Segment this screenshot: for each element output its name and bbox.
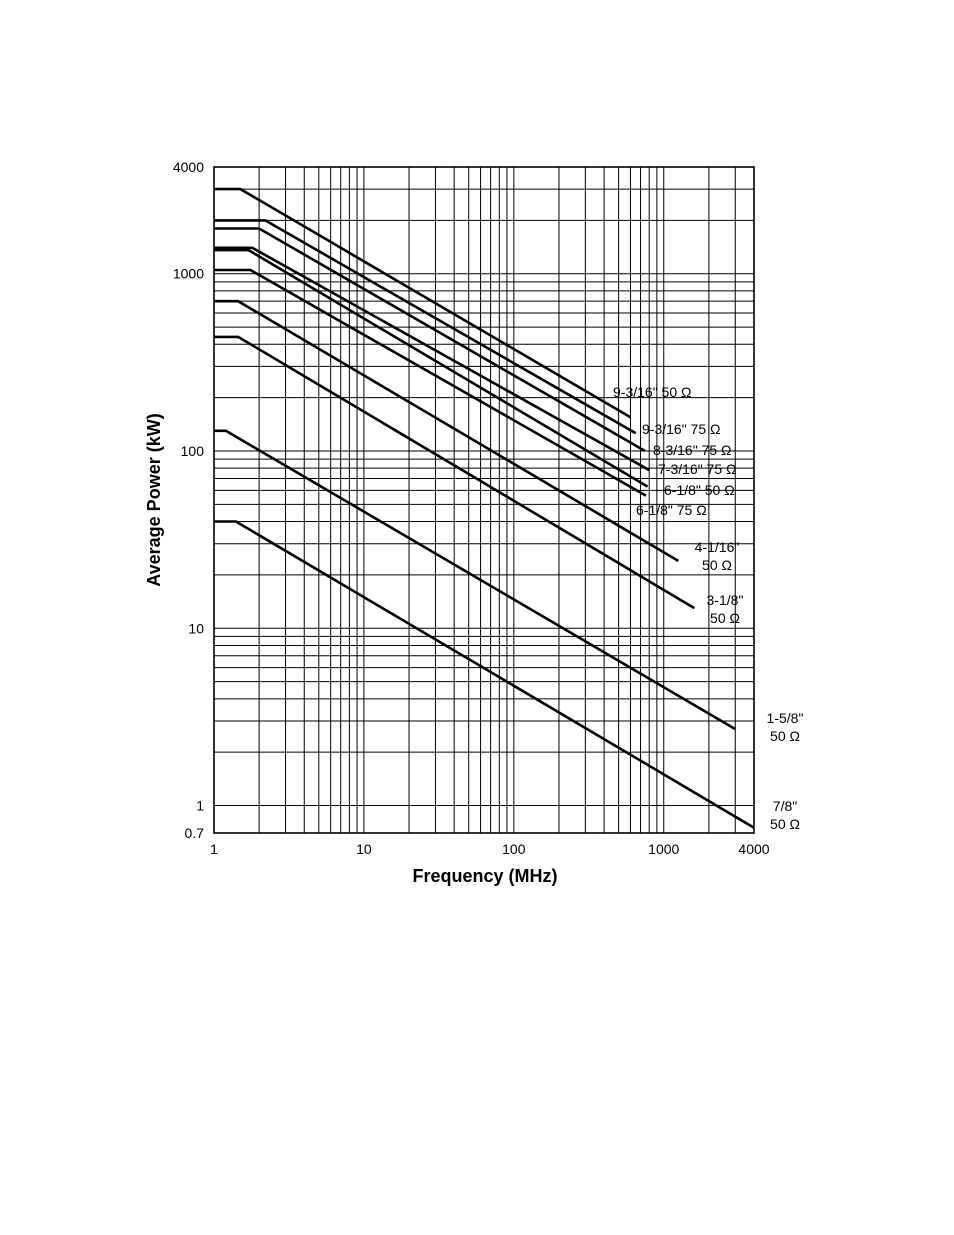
series-label: 7/8" — [773, 798, 797, 814]
grid — [213, 166, 755, 834]
series-label: 50 Ω — [770, 728, 800, 744]
y-tick-label: 0.7 — [185, 825, 205, 841]
series-lines — [214, 187, 755, 829]
series-line — [214, 219, 637, 435]
y-tick-label: 100 — [181, 443, 205, 459]
series-line — [214, 268, 647, 497]
x-tick-label: 1000 — [648, 841, 679, 857]
plot-frame — [213, 166, 755, 834]
y-tick-label: 4000 — [173, 159, 204, 175]
x-tick-label: 100 — [502, 841, 526, 857]
series-label: 4-1/16" — [695, 539, 740, 555]
series-label: 9-3/16" 75 Ω — [642, 421, 720, 437]
y-tick-label: 1 — [196, 798, 204, 814]
series-line — [214, 187, 632, 419]
series-line — [214, 335, 695, 610]
series-label: 9-3/16" 50 Ω — [613, 384, 691, 400]
series-label: 50 Ω — [710, 610, 740, 626]
series-labels: 9-3/16" 50 Ω 9-3/16" 75 Ω 8-3/16" 75 Ω 7-3/… — [613, 384, 803, 832]
series-label: 1-5/8" — [767, 710, 804, 726]
series-line — [214, 246, 650, 472]
series-label: 50 Ω — [702, 557, 732, 573]
series-line — [214, 299, 679, 563]
series-line — [214, 227, 646, 453]
series-label: 50 Ω — [770, 816, 800, 832]
y-tick-label: 10 — [188, 620, 204, 636]
series-label: 7-3/16" 75 Ω — [658, 461, 736, 477]
x-tick-label: 10 — [356, 841, 372, 857]
x-tick-label: 4000 — [738, 841, 769, 857]
series-line — [214, 520, 755, 829]
tick-labels: 1 10 100 1000 4000 0.7 1 10 100 1000 4000 — [173, 159, 770, 857]
series-label: 8-3/16" 75 Ω — [653, 442, 731, 458]
series-label: 3-1/8" — [707, 592, 744, 608]
series-label: 6-1/8" 50 Ω — [664, 482, 735, 498]
y-tick-label: 1000 — [173, 266, 204, 282]
series-line — [214, 248, 649, 488]
x-tick-label: 1 — [210, 841, 218, 857]
y-axis-title: Average Power (kW) — [144, 413, 164, 586]
x-axis-title: Frequency (MHz) — [412, 866, 557, 886]
series-line — [214, 429, 736, 731]
series-label: 6-1/8" 75 Ω — [636, 502, 707, 518]
